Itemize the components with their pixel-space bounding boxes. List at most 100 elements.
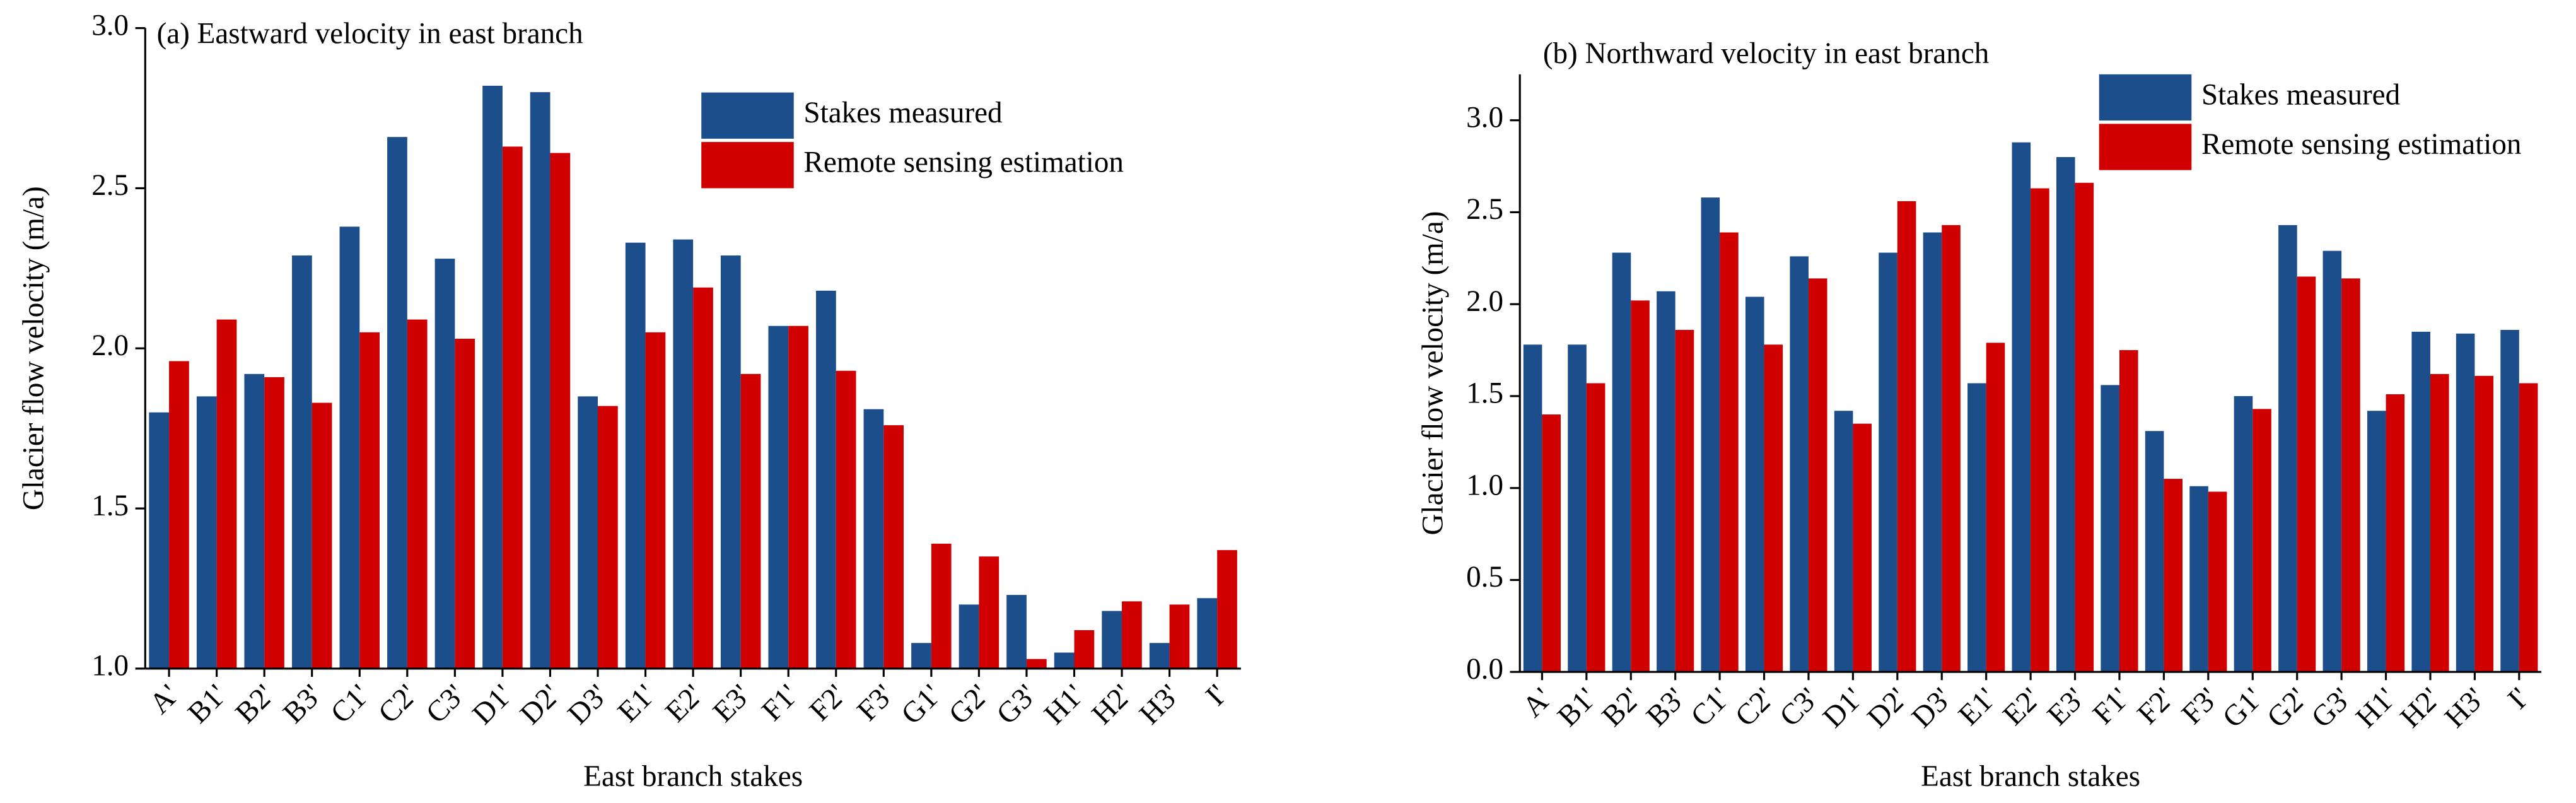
y-tick-label: 3.0 — [91, 9, 129, 42]
bar — [1054, 652, 1075, 669]
x-tick-label: I' — [2502, 681, 2536, 715]
bar — [1169, 604, 1190, 669]
bar — [1586, 383, 1606, 672]
bar — [196, 396, 217, 669]
bar — [1745, 296, 1764, 672]
bar — [502, 146, 523, 669]
bar — [2500, 329, 2519, 672]
bar — [863, 409, 884, 669]
x-tick-label: A' — [1516, 681, 1558, 724]
bar — [2367, 411, 2386, 672]
bar — [1808, 278, 1827, 672]
y-tick-label: 1.0 — [1466, 469, 1503, 501]
y-tick-label: 2.5 — [1466, 193, 1503, 226]
bar — [2253, 409, 2271, 672]
bar — [264, 377, 284, 669]
x-tick-label: E2' — [659, 678, 709, 729]
chart-title: (b) Northward velocity in east branch — [1543, 37, 1989, 70]
bar — [149, 412, 170, 669]
x-tick-label: E1' — [612, 678, 662, 729]
bar — [1986, 343, 2005, 672]
y-tick-label: 2.5 — [91, 169, 129, 202]
bar — [1542, 414, 1561, 672]
bar — [673, 239, 694, 669]
x-tick-label: D2' — [514, 678, 566, 730]
y-tick-label: 3.0 — [1466, 102, 1503, 134]
y-tick-label: 2.0 — [91, 329, 129, 362]
x-tick-label: A' — [143, 678, 185, 720]
x-tick-label: C2' — [1729, 681, 1781, 733]
bar — [2012, 142, 2031, 672]
bar — [911, 643, 931, 669]
bar — [2519, 383, 2538, 672]
x-tick-label: H3' — [1133, 678, 1186, 730]
bar — [2189, 486, 2208, 672]
x-tick-label: B3' — [277, 678, 329, 730]
bar — [1701, 197, 1720, 672]
bar — [1675, 329, 1694, 672]
bar — [2456, 333, 2475, 672]
bar — [169, 361, 189, 669]
x-tick-label: C3' — [420, 678, 472, 730]
y-tick-label: 0.5 — [1466, 561, 1503, 594]
bar — [407, 319, 428, 669]
legend-swatch — [2099, 124, 2192, 170]
x-tick-label: F1' — [2087, 681, 2136, 730]
bar — [387, 137, 407, 669]
x-tick-label: H2' — [2394, 681, 2446, 734]
x-tick-label: G2' — [2261, 681, 2313, 734]
bar — [312, 402, 332, 669]
legend-label: Stakes measured — [2201, 78, 2400, 111]
bar — [1942, 225, 1961, 672]
bar — [1764, 344, 1783, 672]
legend-label: Remote sensing estimation — [2201, 128, 2522, 161]
x-tick-label: E3' — [2041, 681, 2092, 732]
bar — [244, 373, 265, 669]
bar — [2411, 331, 2430, 672]
bar — [339, 226, 360, 669]
y-tick-label: 1.5 — [1466, 377, 1503, 410]
x-tick-label: H1' — [1038, 678, 1090, 730]
y-axis-label: Glacier flow velocity (m/a) — [17, 186, 50, 510]
x-tick-label: C2' — [372, 678, 424, 730]
x-tick-label: C1' — [325, 678, 376, 730]
x-tick-label: D2' — [1861, 681, 1913, 734]
bar — [1720, 232, 1739, 672]
bar — [598, 406, 618, 669]
bar — [578, 396, 598, 669]
bar — [1074, 630, 1095, 669]
bar — [740, 373, 761, 669]
x-tick-label: F1' — [755, 678, 805, 727]
x-tick-label: G3' — [2305, 681, 2358, 734]
bar — [1834, 411, 1853, 672]
bar — [291, 255, 312, 669]
bar — [1122, 601, 1142, 669]
bar — [2474, 375, 2493, 672]
x-tick-label: H2' — [1085, 678, 1138, 730]
y-axis-label: Glacier flow velocity (m/a) — [1417, 211, 1450, 536]
bar — [979, 556, 1000, 669]
bar — [645, 332, 666, 669]
bar — [2278, 225, 2297, 672]
x-axis-label: East branch stakes — [583, 760, 803, 793]
bar — [1102, 611, 1122, 669]
bar — [550, 153, 571, 669]
x-tick-label: G1' — [895, 678, 947, 730]
bar — [530, 92, 551, 669]
x-axis-label: East branch stakes — [1921, 760, 2140, 793]
bar — [693, 287, 713, 669]
bar — [2101, 385, 2119, 672]
bar — [2430, 373, 2449, 672]
y-tick-label: 0.0 — [1466, 653, 1503, 686]
bar — [1790, 256, 1809, 672]
bar — [2056, 156, 2075, 672]
x-tick-label: E3' — [707, 678, 757, 729]
x-tick-label: B2' — [1596, 681, 1648, 733]
x-tick-label: F2' — [803, 678, 853, 727]
bar — [1612, 252, 1631, 672]
x-tick-label: E1' — [1952, 681, 2003, 732]
bar — [1026, 659, 1047, 669]
bar — [482, 85, 503, 669]
